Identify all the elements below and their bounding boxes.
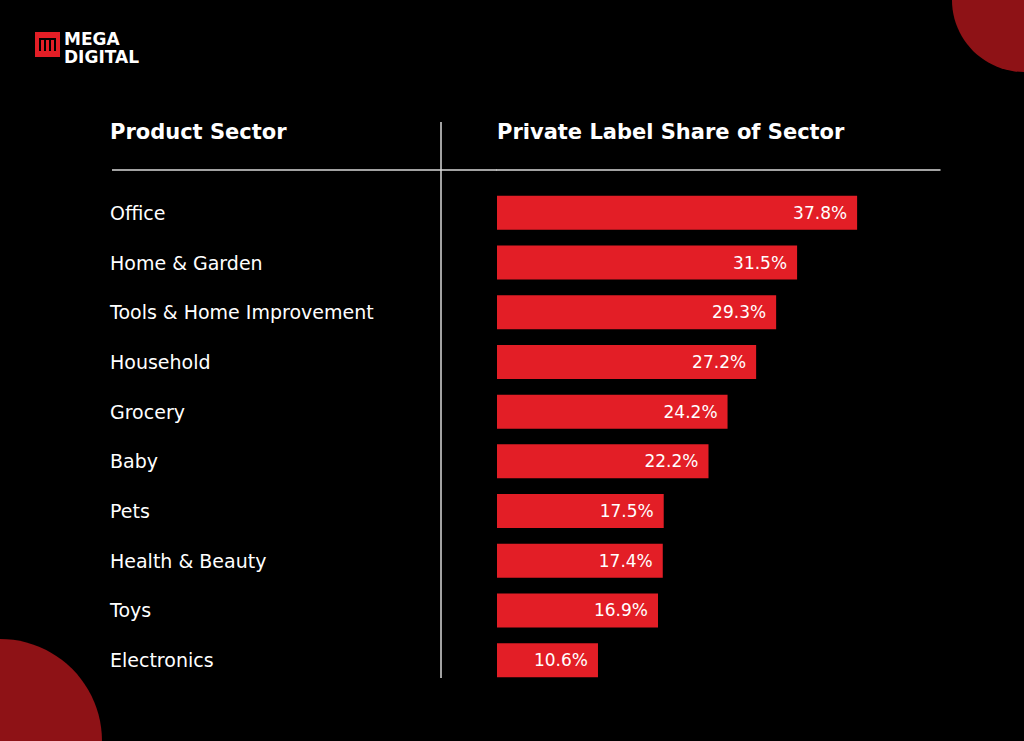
svg-text:Health & Beauty: Health & Beauty bbox=[110, 550, 266, 572]
svg-text:Product Sector: Product Sector bbox=[110, 120, 287, 144]
svg-text:31.5%: 31.5% bbox=[733, 253, 787, 273]
svg-text:Baby: Baby bbox=[110, 450, 158, 472]
svg-text:Grocery: Grocery bbox=[110, 401, 185, 423]
svg-text:22.2%: 22.2% bbox=[644, 451, 698, 471]
svg-text:Office: Office bbox=[110, 202, 165, 224]
svg-text:29.3%: 29.3% bbox=[712, 302, 766, 322]
svg-text:27.2%: 27.2% bbox=[692, 352, 746, 372]
svg-text:MEGA: MEGA bbox=[64, 29, 120, 49]
svg-text:Household: Household bbox=[110, 351, 211, 373]
svg-text:17.4%: 17.4% bbox=[599, 551, 653, 571]
svg-text:Private Label Share of Sector: Private Label Share of Sector bbox=[497, 120, 845, 144]
svg-text:17.5%: 17.5% bbox=[600, 501, 654, 521]
svg-text:Tools & Home Improvement: Tools & Home Improvement bbox=[109, 301, 374, 323]
svg-text:Toys: Toys bbox=[109, 599, 151, 621]
svg-text:Electronics: Electronics bbox=[110, 649, 214, 671]
svg-text:10.6%: 10.6% bbox=[534, 650, 588, 670]
svg-text:DIGITAL: DIGITAL bbox=[64, 47, 139, 67]
svg-text:37.8%: 37.8% bbox=[793, 203, 847, 223]
svg-text:Pets: Pets bbox=[110, 500, 150, 522]
svg-text:16.9%: 16.9% bbox=[594, 600, 648, 620]
svg-text:24.2%: 24.2% bbox=[664, 402, 718, 422]
svg-text:Home & Garden: Home & Garden bbox=[110, 252, 263, 274]
